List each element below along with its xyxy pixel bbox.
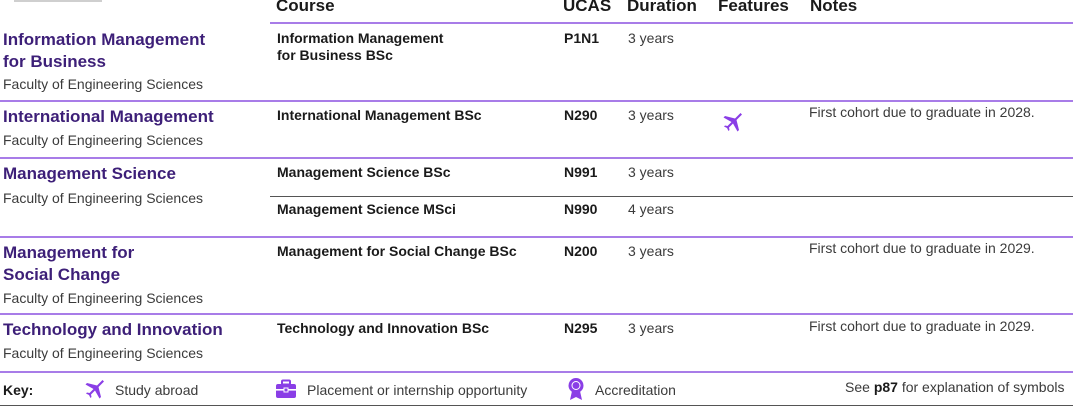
- key-accreditation: Accreditation: [595, 382, 676, 398]
- key-divider: [0, 371, 1073, 373]
- course-divider: [270, 196, 1073, 197]
- course-name: Information Management for Business BSc: [277, 30, 444, 63]
- header-rule: [270, 22, 1073, 24]
- column-header-ucas: UCAS: [563, 0, 612, 15]
- ucas-code: N200: [564, 243, 598, 259]
- course-note: First cohort due to graduate in 2029.: [809, 318, 1035, 334]
- briefcase-icon: [275, 379, 297, 404]
- plane-icon: [83, 377, 107, 406]
- column-header-course: Course: [276, 0, 335, 15]
- column-header-notes: Notes: [810, 0, 858, 15]
- row-divider: [0, 236, 1073, 238]
- faculty-label: Faculty of Engineering Sciences: [3, 345, 203, 361]
- subject-title: Technology and Innovation: [3, 320, 223, 339]
- course-duration: 3 years: [628, 320, 674, 336]
- faculty-label: Faculty of Engineering Sciences: [3, 290, 203, 306]
- subject-title: Management for Social Change: [3, 243, 135, 284]
- faculty-label: Faculty of Engineering Sciences: [3, 190, 203, 206]
- course-duration: 3 years: [628, 243, 674, 259]
- row-divider: [0, 313, 1073, 315]
- subject-title: International Management: [3, 107, 214, 126]
- faculty-label: Faculty of Engineering Sciences: [3, 132, 203, 148]
- ucas-code: P1N1: [564, 30, 600, 46]
- ucas-code: N295: [564, 320, 598, 336]
- column-header-features: Features: [718, 0, 789, 15]
- bottom-rule: [0, 405, 1073, 406]
- column-header-duration: Duration: [627, 0, 697, 15]
- subject-title: Management Science: [3, 164, 176, 183]
- course-name: Technology and Innovation BSc: [277, 320, 490, 336]
- key-label: Key:: [3, 382, 34, 398]
- course-duration: 3 years: [628, 30, 674, 46]
- rosette-icon: [567, 377, 585, 406]
- course-duration: 3 years: [628, 107, 674, 123]
- ucas-code: N290: [564, 107, 598, 123]
- row-divider: [0, 100, 1073, 102]
- course-note: First cohort due to graduate in 2029.: [809, 240, 1035, 256]
- header-bar-stub: [14, 0, 102, 2]
- course-name: Management Science BSc: [277, 164, 451, 180]
- course-name: Management for Social Change BSc: [277, 243, 517, 259]
- subject-title: Information Management for Business: [3, 30, 206, 71]
- course-name: International Management BSc: [277, 107, 482, 123]
- page-reference[interactable]: p87: [873, 379, 898, 395]
- course-note: First cohort due to graduate in 2028.: [809, 104, 1035, 120]
- row-divider: [0, 157, 1073, 159]
- course-duration: 3 years: [628, 164, 674, 180]
- course-duration: 4 years: [628, 201, 674, 217]
- plane-icon: [721, 110, 745, 139]
- ucas-code: N991: [564, 164, 598, 180]
- key-explanation: See p87 for explanation of symbols: [845, 379, 1065, 395]
- key-placement: Placement or internship opportunity: [307, 382, 528, 398]
- course-name: Management Science MSci: [277, 201, 456, 217]
- key-study-abroad: Study abroad: [115, 382, 199, 398]
- faculty-label: Faculty of Engineering Sciences: [3, 76, 203, 92]
- ucas-code: N990: [564, 201, 598, 217]
